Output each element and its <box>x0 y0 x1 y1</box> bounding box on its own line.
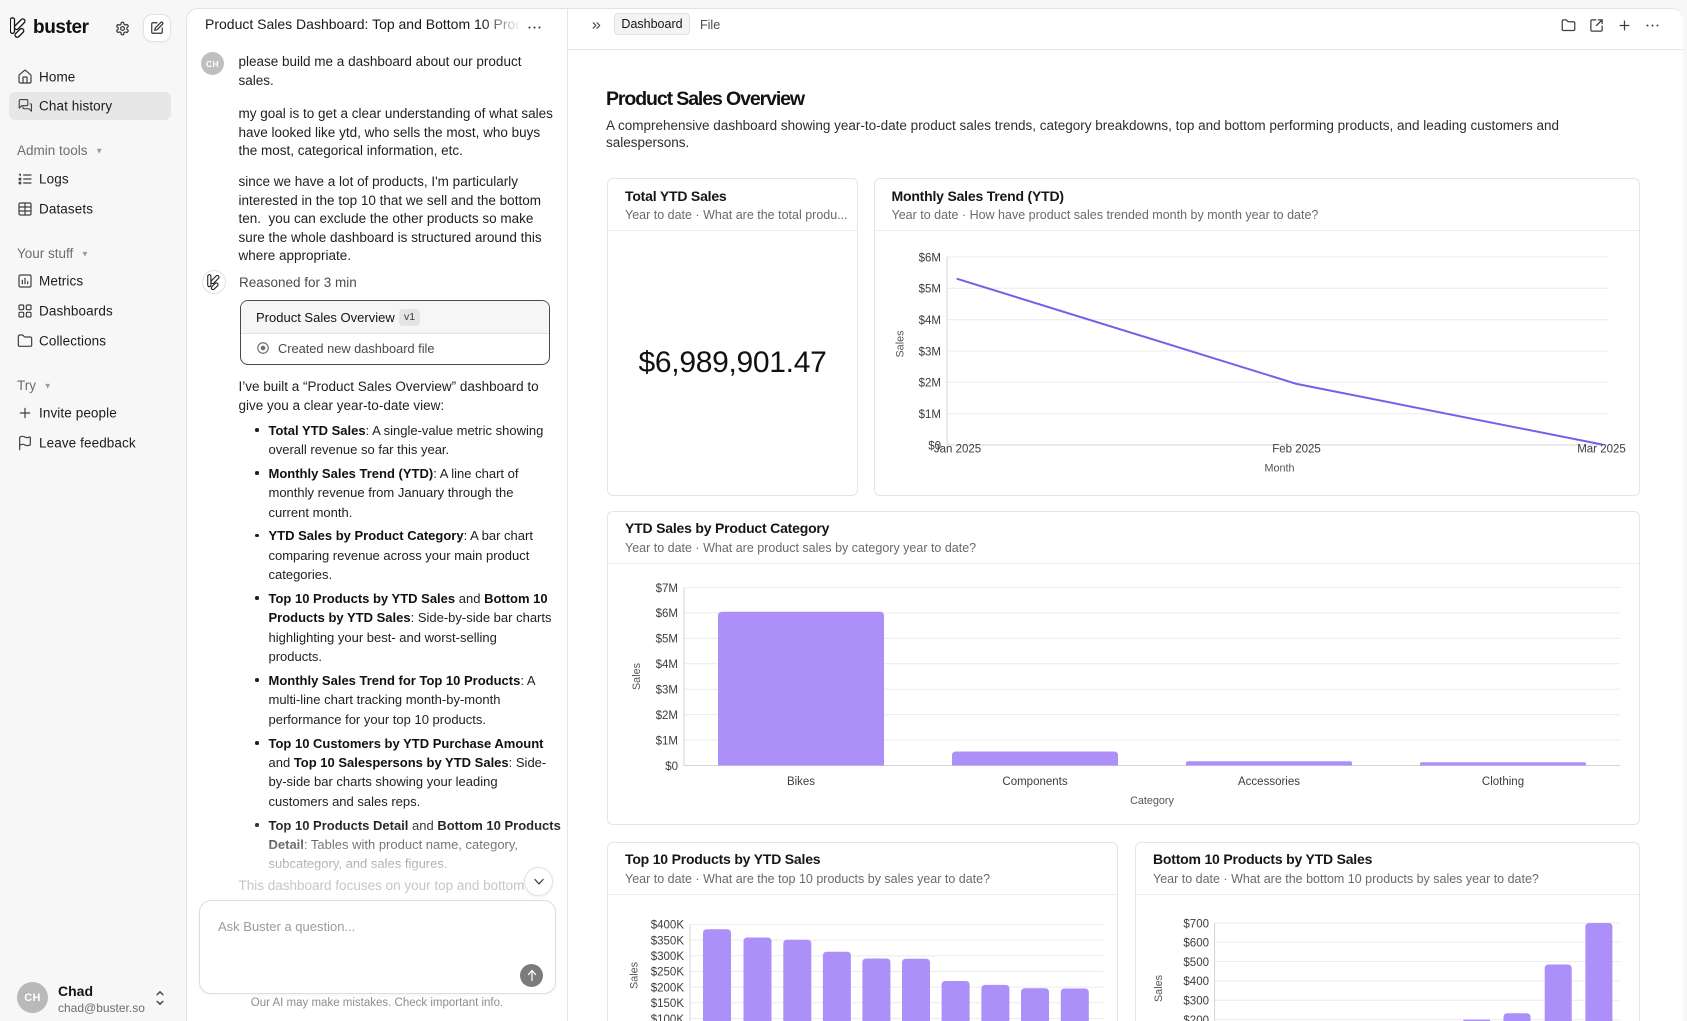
svg-text:$0: $0 <box>928 440 941 452</box>
svg-text:$5M: $5M <box>656 633 678 645</box>
svg-text:$200: $200 <box>1183 1014 1209 1020</box>
svg-text:Mar 2025: Mar 2025 <box>1577 444 1626 456</box>
svg-text:$2M: $2M <box>918 378 940 390</box>
svg-text:Sales: Sales <box>631 662 643 690</box>
svg-text:$400: $400 <box>1183 976 1209 988</box>
svg-text:Clothing: Clothing <box>1482 776 1524 788</box>
svg-text:Jan 2025: Jan 2025 <box>933 444 980 456</box>
svg-text:$400K: $400K <box>651 919 685 931</box>
svg-text:Bikes: Bikes <box>787 776 815 788</box>
svg-text:Components: Components <box>1002 776 1067 788</box>
svg-text:$350K: $350K <box>651 935 685 947</box>
svg-text:$300: $300 <box>1183 995 1209 1007</box>
svg-text:$600: $600 <box>1183 937 1209 949</box>
svg-text:$4M: $4M <box>918 315 940 327</box>
svg-text:$3M: $3M <box>918 346 940 358</box>
svg-text:Sales: Sales <box>894 330 906 358</box>
svg-text:Category: Category <box>1130 795 1174 807</box>
svg-text:$700: $700 <box>1183 918 1209 930</box>
svg-text:$250K: $250K <box>651 966 685 978</box>
svg-text:Accessories: Accessories <box>1238 776 1300 788</box>
svg-text:$6M: $6M <box>918 252 940 264</box>
svg-text:$2M: $2M <box>656 709 678 721</box>
svg-text:$5M: $5M <box>918 284 940 296</box>
svg-text:Feb 2025: Feb 2025 <box>1272 444 1321 456</box>
svg-text:$1M: $1M <box>918 409 940 421</box>
svg-text:$300K: $300K <box>651 951 685 963</box>
svg-text:$3M: $3M <box>656 684 678 696</box>
svg-text:$0: $0 <box>665 760 678 772</box>
svg-text:$200K: $200K <box>651 982 685 994</box>
svg-text:Sales: Sales <box>1153 974 1165 1002</box>
svg-text:$7M: $7M <box>656 582 678 594</box>
svg-text:$100K: $100K <box>651 1013 685 1020</box>
svg-text:$1M: $1M <box>656 735 678 747</box>
svg-text:$150K: $150K <box>651 998 685 1010</box>
svg-text:$4M: $4M <box>656 659 678 671</box>
svg-text:$6M: $6M <box>656 608 678 620</box>
svg-text:$500: $500 <box>1183 956 1209 968</box>
svg-text:Month: Month <box>1264 463 1294 475</box>
svg-text:Sales: Sales <box>629 961 641 989</box>
